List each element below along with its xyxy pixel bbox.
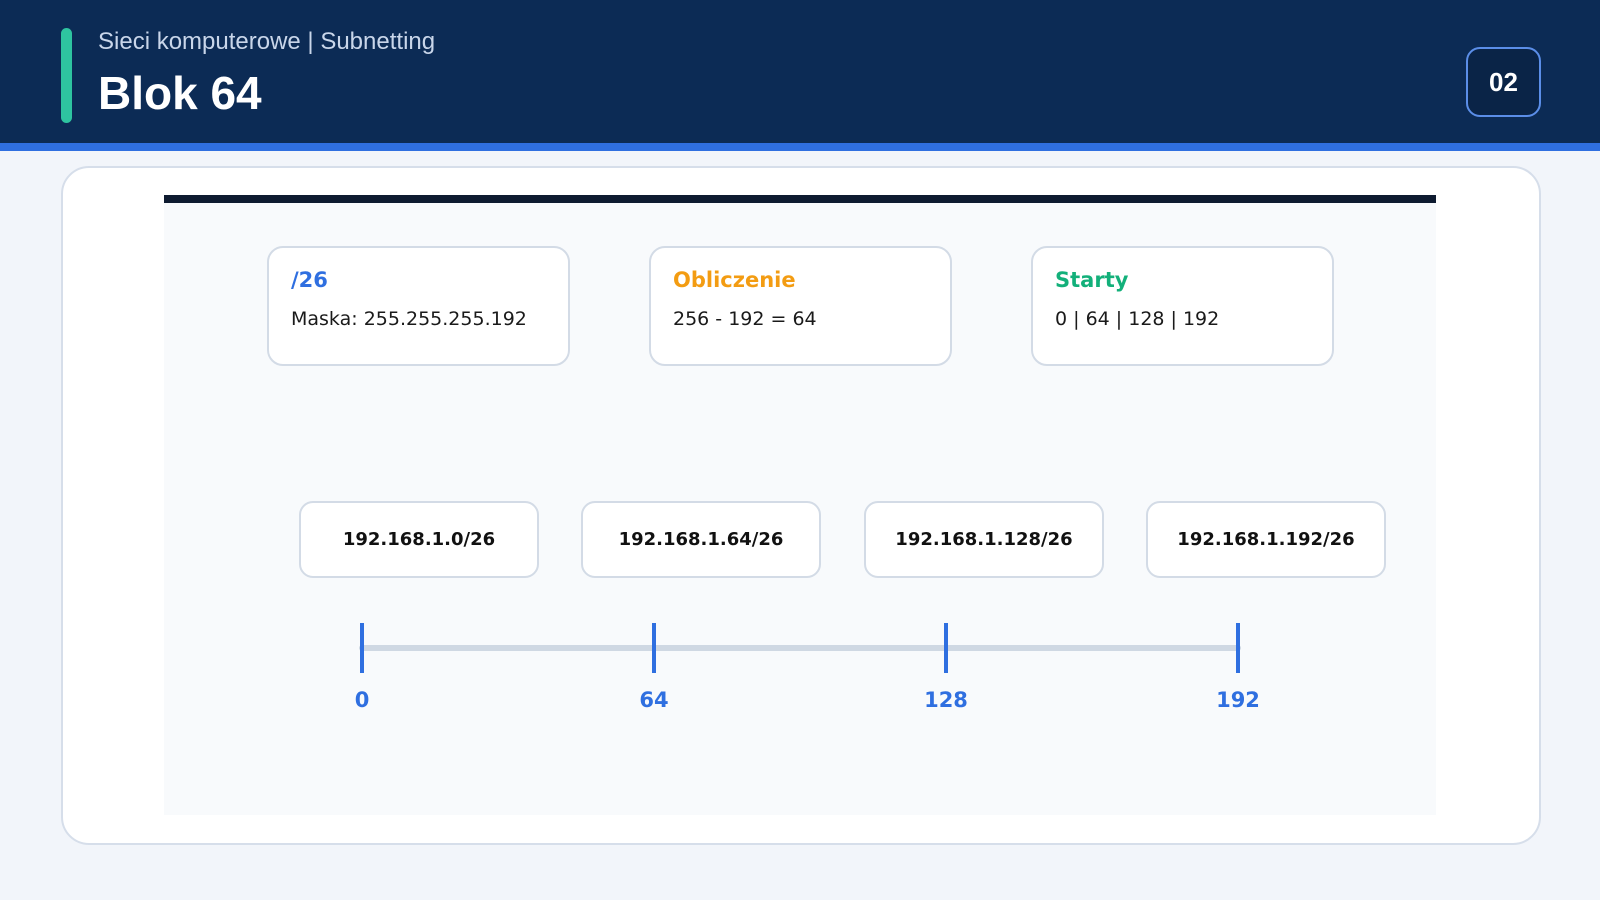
info-box-starts: Starty 0 | 64 | 128 | 192 (1031, 246, 1334, 366)
subnet-box-128: 192.168.1.128/26 (864, 501, 1104, 578)
axis-tick-label: 0 (355, 688, 370, 712)
subnet-box-0: 192.168.1.0/26 (299, 501, 539, 578)
canvas-top-bar (164, 195, 1436, 203)
info-box-calculation: Obliczenie 256 - 192 = 64 (649, 246, 952, 366)
info-box-value: 256 - 192 = 64 (673, 308, 817, 330)
page-number-badge: 02 (1466, 47, 1541, 117)
info-box-value: Maska: 255.255.255.192 (291, 308, 527, 330)
axis-tick-label: 64 (639, 688, 668, 712)
axis-ticks: 0 64 128 192 (355, 623, 1260, 712)
info-box-prefix: /26 Maska: 255.255.255.192 (267, 246, 570, 366)
diagram-canvas: /26 Maska: 255.255.255.192 Obliczenie 25… (164, 195, 1436, 815)
axis-tick-label: 192 (1216, 688, 1260, 712)
header: Sieci komputerowe | Subnetting Blok 64 0… (0, 0, 1600, 143)
subnet-box-192: 192.168.1.192/26 (1146, 501, 1386, 578)
address-axis: 0 64 128 192 (355, 623, 1260, 712)
info-box-value: 0 | 64 | 128 | 192 (1055, 308, 1220, 330)
header-subtitle: Sieci komputerowe | Subnetting (98, 28, 436, 55)
info-box-title: Starty (1055, 268, 1129, 292)
info-box-title: Obliczenie (673, 268, 796, 292)
accent-bar (61, 28, 72, 123)
info-box-title: /26 (291, 268, 328, 292)
axis-tick-label: 128 (924, 688, 968, 712)
subnet-box-64: 192.168.1.64/26 (581, 501, 821, 578)
page-title: Blok 64 (98, 67, 262, 119)
header-divider (0, 143, 1600, 151)
